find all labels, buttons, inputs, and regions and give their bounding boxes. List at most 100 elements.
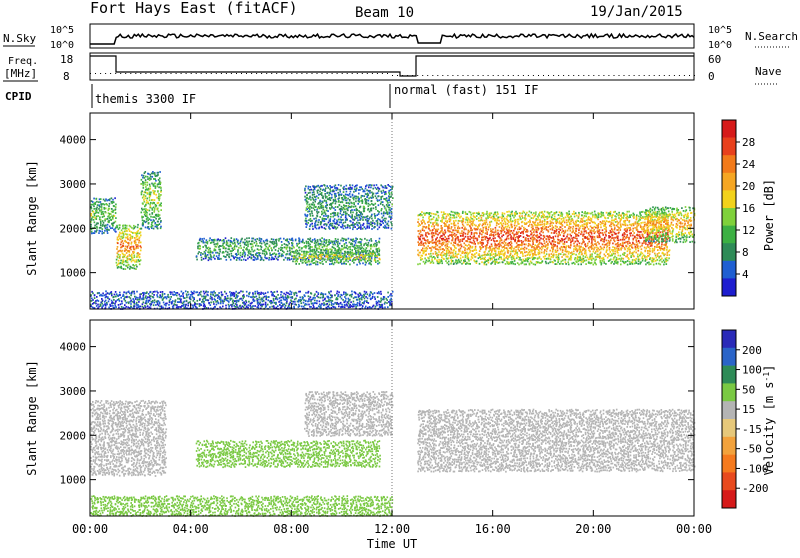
- power-cell: [154, 190, 156, 192]
- power-cell: [591, 257, 593, 259]
- power-cell: [362, 219, 364, 221]
- power-cell: [542, 243, 544, 245]
- power-cell: [511, 226, 513, 228]
- power-cell: [470, 216, 472, 218]
- power-cell: [486, 211, 488, 213]
- nave-dot: [171, 73, 172, 74]
- power-cell: [107, 229, 109, 231]
- power-cell: [269, 252, 271, 254]
- power-cell: [599, 235, 601, 237]
- power-cell: [590, 254, 592, 256]
- power-cell: [372, 250, 374, 252]
- power-cell: [143, 220, 145, 222]
- power-cell: [586, 226, 588, 228]
- power-cell: [369, 190, 371, 192]
- power-cell: [538, 228, 540, 230]
- power-cell: [365, 262, 367, 264]
- power-cell: [375, 215, 377, 217]
- power-cell: [265, 248, 267, 250]
- power-cell: [229, 248, 231, 250]
- power-cell: [324, 244, 326, 246]
- power-cell: [276, 244, 278, 246]
- power-cell: [154, 182, 156, 184]
- power-cell: [214, 243, 216, 245]
- power-cell: [557, 221, 559, 223]
- power-cell: [578, 229, 580, 231]
- power-cell: [612, 237, 614, 239]
- power-cell: [155, 187, 157, 189]
- power-cell: [360, 228, 362, 230]
- nave-dot: [231, 73, 232, 74]
- power-cell: [497, 240, 499, 242]
- power-cell: [557, 218, 559, 220]
- power-cell: [542, 216, 544, 218]
- power-cell: [301, 247, 303, 249]
- power-cell: [376, 197, 378, 199]
- power-cell: [630, 229, 632, 231]
- power-cell: [345, 197, 347, 199]
- power-cell: [133, 232, 135, 234]
- power-cell: [473, 243, 475, 245]
- power-cell: [507, 220, 509, 222]
- power-cell: [531, 245, 533, 247]
- power-cell: [363, 248, 365, 250]
- power-cell: [94, 232, 96, 234]
- power-cell: [357, 258, 359, 260]
- power-cell: [452, 252, 454, 254]
- power-cell: [352, 216, 354, 218]
- power-cell: [520, 228, 522, 230]
- power-cell: [390, 186, 392, 188]
- power-cell: [427, 245, 429, 247]
- power-cell: [524, 222, 526, 224]
- power-cell: [351, 187, 353, 189]
- power-cell: [425, 242, 427, 244]
- power-cell: [292, 260, 294, 262]
- power-cell: [457, 236, 459, 238]
- power-cell: [127, 236, 129, 238]
- power-cell: [259, 238, 261, 240]
- power-cell: [512, 220, 514, 222]
- power-cell: [288, 241, 290, 243]
- power-cell: [96, 218, 98, 220]
- power-cell: [247, 258, 249, 260]
- power-cell: [582, 238, 584, 240]
- power-cell: [151, 212, 153, 214]
- power-cell: [316, 186, 318, 188]
- power-cell: [509, 234, 511, 236]
- power-cell: [463, 251, 465, 253]
- power-cell: [387, 202, 389, 204]
- power-cell: [435, 231, 437, 233]
- power-cell: [486, 226, 488, 228]
- power-cell: [332, 257, 334, 259]
- nave-dot: [191, 73, 192, 74]
- power-cell: [612, 229, 614, 231]
- power-cell: [539, 219, 541, 221]
- power-cell: [556, 211, 558, 213]
- power-cell: [329, 188, 331, 190]
- power-cell: [261, 257, 263, 259]
- power-cell: [603, 257, 605, 259]
- power-cell: [504, 241, 506, 243]
- power-cell: [489, 212, 491, 214]
- power-cell: [232, 243, 234, 245]
- power-cell: [157, 228, 159, 230]
- power-cell: [571, 252, 573, 254]
- power-cell: [588, 213, 590, 215]
- power-cell: [157, 172, 159, 174]
- power-cell: [342, 209, 344, 211]
- power-cell: [603, 241, 605, 243]
- power-cell: [529, 251, 531, 253]
- power-cell: [609, 221, 611, 223]
- power-cell: [360, 224, 362, 226]
- nave-dot: [261, 73, 262, 74]
- power-cell: [314, 249, 316, 251]
- power-cell: [627, 250, 629, 252]
- power-cell: [226, 240, 228, 242]
- power-cell: [145, 186, 147, 188]
- power-cell: [624, 252, 626, 254]
- power-cell: [592, 236, 594, 238]
- power-cell: [452, 231, 454, 233]
- power-cell: [432, 236, 434, 238]
- power-cell: [501, 229, 503, 231]
- power-cell: [150, 202, 152, 204]
